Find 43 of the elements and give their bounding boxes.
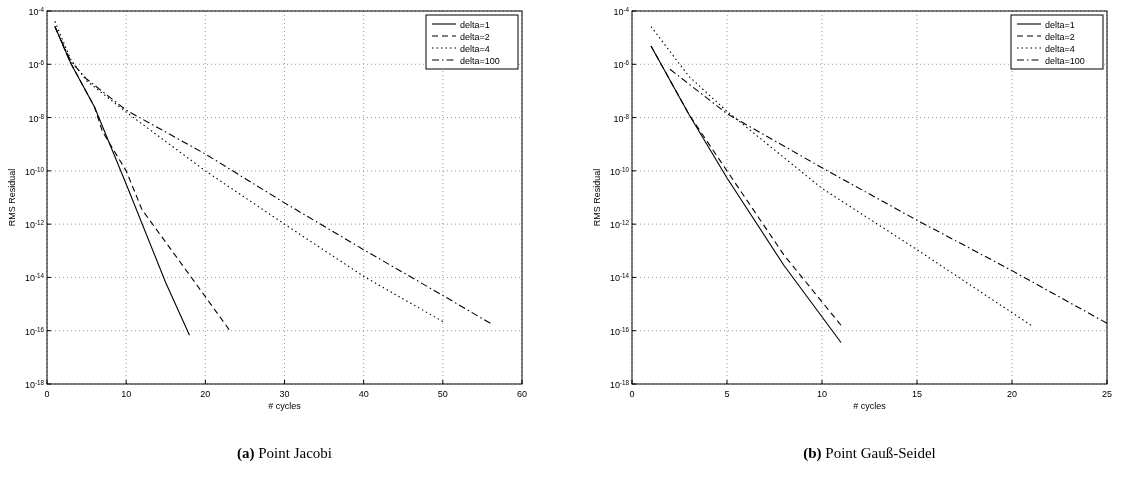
legend-label: delta=100 [1045, 55, 1085, 66]
x-axis-title: # cycles [853, 401, 887, 411]
legend-label: delta=1 [1045, 19, 1075, 30]
x-tick-label: 40 [358, 389, 369, 399]
x-tick-label: 20 [1006, 389, 1018, 399]
y-tick-label: 10$^{-4}$ [28, 5, 45, 17]
legend-label: delta=1 [460, 19, 490, 30]
y-tick-label: 10$^{-8}$ [28, 112, 45, 124]
x-tick-label: 10 [816, 389, 828, 399]
x-tick-label: 50 [437, 389, 448, 399]
text: (a) Point Jacobi [237, 445, 332, 462]
x-tick-label: 60 [516, 389, 528, 399]
legend-label: delta=4 [1045, 43, 1075, 54]
y-tick-label: 10$^{-14}$ [24, 271, 45, 284]
x-tick-label: 30 [279, 389, 290, 399]
y-tick-label: 10$^{-6}$ [28, 58, 45, 71]
legend-label: delta=100 [460, 55, 500, 66]
x-tick-label: 0 [629, 389, 635, 399]
y-tick-label: 10$^{-14}$ [609, 271, 630, 284]
x-tick-label: 25 [1101, 389, 1113, 399]
legend-label: delta=4 [460, 43, 490, 54]
y-tick-label: 10$^{-12}$ [609, 218, 630, 231]
legend-label: delta=2 [1045, 31, 1075, 42]
legend-label: delta=2 [460, 31, 490, 42]
y-tick-label: 10$^{-10}$ [609, 165, 630, 177]
y-tick-label: 10$^{-8}$ [613, 112, 630, 124]
y-axis-title: RMS Residual [592, 168, 602, 227]
y-tick-label: 10$^{-4}$ [613, 5, 630, 17]
y-tick-label: 10$^{-6}$ [613, 58, 630, 71]
y-tick-label: 10$^{-16}$ [24, 325, 45, 337]
y-tick-label: 10$^{-18}$ [609, 378, 630, 390]
x-tick-label: 20 [200, 389, 211, 399]
text: (b) Point Gauß-Seidel [803, 445, 936, 462]
y-tick-label: 10$^{-16}$ [609, 325, 630, 337]
y-axis-title: RMS Residual [7, 168, 17, 227]
x-axis-title: # cycles [268, 401, 302, 411]
x-tick-label: 15 [911, 389, 923, 399]
y-tick-label: 10$^{-10}$ [24, 165, 45, 177]
x-tick-label: 10 [121, 389, 132, 399]
y-tick-label: 10$^{-12}$ [24, 218, 45, 231]
x-tick-label: 0 [44, 389, 50, 399]
x-tick-label: 5 [724, 389, 730, 399]
y-tick-label: 10$^{-18}$ [24, 378, 45, 390]
